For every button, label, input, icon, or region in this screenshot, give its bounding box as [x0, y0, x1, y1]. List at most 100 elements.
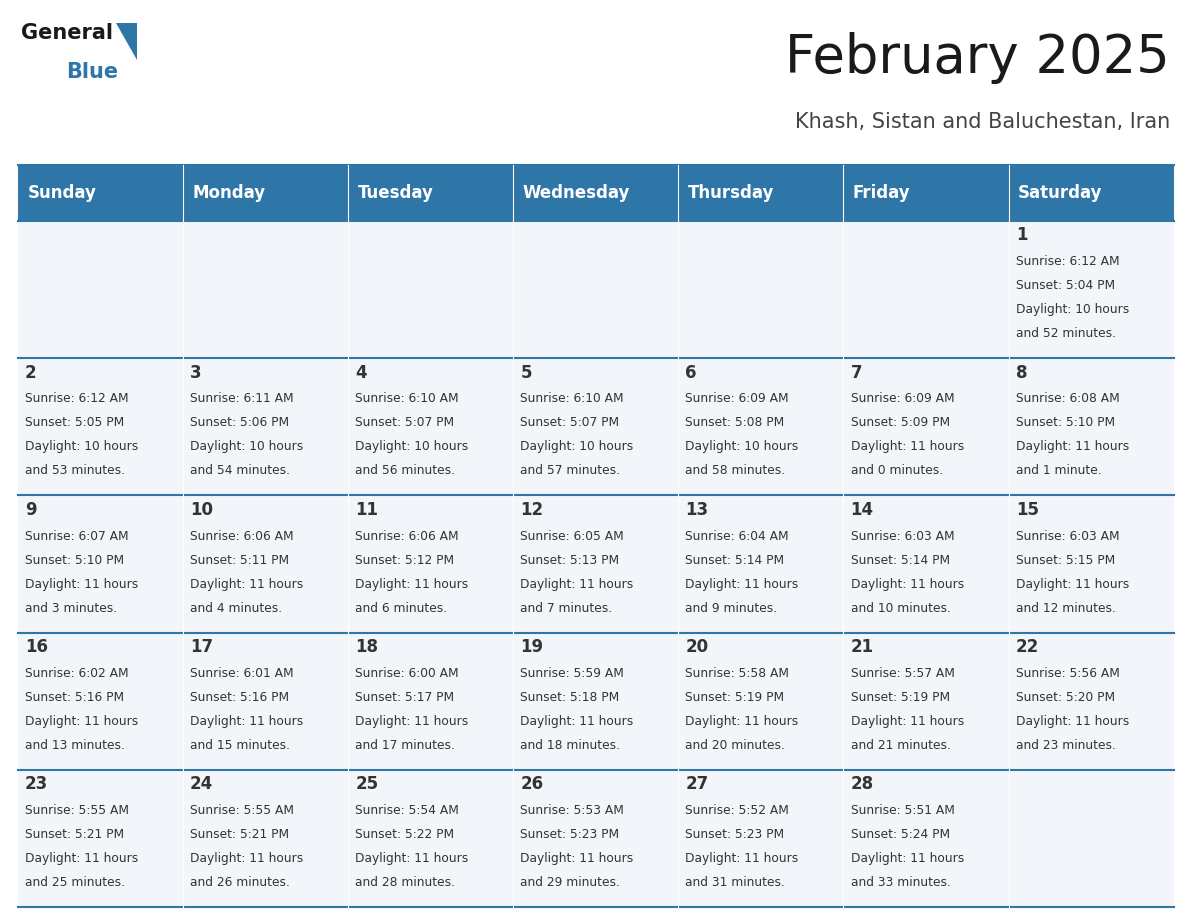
- Text: Daylight: 10 hours: Daylight: 10 hours: [685, 441, 798, 453]
- Text: Sunset: 5:06 PM: Sunset: 5:06 PM: [190, 417, 289, 430]
- Text: Sunset: 5:11 PM: Sunset: 5:11 PM: [190, 554, 289, 566]
- Bar: [513, 165, 678, 221]
- Text: Daylight: 11 hours: Daylight: 11 hours: [685, 852, 798, 865]
- Text: Daylight: 11 hours: Daylight: 11 hours: [25, 577, 138, 590]
- Text: and 28 minutes.: and 28 minutes.: [355, 876, 455, 890]
- Text: Sunrise: 6:00 AM: Sunrise: 6:00 AM: [355, 666, 459, 680]
- Text: Daylight: 11 hours: Daylight: 11 hours: [190, 577, 303, 590]
- Bar: [843, 770, 1009, 907]
- Text: Sunrise: 6:06 AM: Sunrise: 6:06 AM: [190, 530, 293, 543]
- Text: and 15 minutes.: and 15 minutes.: [190, 739, 290, 752]
- Text: Sunrise: 5:51 AM: Sunrise: 5:51 AM: [851, 804, 954, 817]
- Text: 24: 24: [190, 776, 214, 793]
- Text: and 3 minutes.: and 3 minutes.: [25, 601, 118, 615]
- Bar: [513, 358, 678, 496]
- Text: Daylight: 11 hours: Daylight: 11 hours: [190, 715, 303, 728]
- Text: 12: 12: [520, 501, 543, 519]
- Text: 3: 3: [190, 364, 202, 382]
- Text: and 56 minutes.: and 56 minutes.: [355, 465, 455, 477]
- Text: Sunday: Sunday: [27, 184, 96, 202]
- Text: Daylight: 11 hours: Daylight: 11 hours: [520, 852, 633, 865]
- Bar: [843, 633, 1009, 770]
- Bar: [348, 770, 513, 907]
- Text: 18: 18: [355, 638, 378, 656]
- Bar: [678, 221, 843, 358]
- Bar: [1009, 770, 1174, 907]
- Text: and 21 minutes.: and 21 minutes.: [851, 739, 950, 752]
- Bar: [183, 633, 348, 770]
- Text: Sunset: 5:13 PM: Sunset: 5:13 PM: [520, 554, 619, 566]
- Text: 19: 19: [520, 638, 543, 656]
- Text: 23: 23: [25, 776, 49, 793]
- Text: 2: 2: [25, 364, 37, 382]
- Bar: [843, 221, 1009, 358]
- Text: Sunrise: 6:12 AM: Sunrise: 6:12 AM: [25, 392, 128, 406]
- Bar: [18, 358, 183, 496]
- Text: Daylight: 11 hours: Daylight: 11 hours: [851, 715, 963, 728]
- Text: Sunset: 5:12 PM: Sunset: 5:12 PM: [355, 554, 454, 566]
- Text: Sunrise: 6:05 AM: Sunrise: 6:05 AM: [520, 530, 624, 543]
- Text: 22: 22: [1016, 638, 1040, 656]
- Text: and 4 minutes.: and 4 minutes.: [190, 601, 283, 615]
- Text: Sunrise: 6:02 AM: Sunrise: 6:02 AM: [25, 666, 128, 680]
- Text: Daylight: 11 hours: Daylight: 11 hours: [520, 577, 633, 590]
- Text: Sunset: 5:15 PM: Sunset: 5:15 PM: [1016, 554, 1116, 566]
- Text: Daylight: 11 hours: Daylight: 11 hours: [25, 852, 138, 865]
- Text: and 29 minutes.: and 29 minutes.: [520, 876, 620, 890]
- Text: Sunset: 5:05 PM: Sunset: 5:05 PM: [25, 417, 125, 430]
- Bar: [678, 770, 843, 907]
- Text: Sunrise: 5:54 AM: Sunrise: 5:54 AM: [355, 804, 459, 817]
- Bar: [678, 496, 843, 633]
- Bar: [18, 770, 183, 907]
- Text: 13: 13: [685, 501, 708, 519]
- Text: General: General: [21, 23, 113, 43]
- Text: Daylight: 11 hours: Daylight: 11 hours: [355, 852, 468, 865]
- Bar: [18, 221, 183, 358]
- Bar: [18, 165, 183, 221]
- Bar: [18, 496, 183, 633]
- Text: Sunrise: 5:55 AM: Sunrise: 5:55 AM: [25, 804, 129, 817]
- Text: 14: 14: [851, 501, 873, 519]
- Text: and 31 minutes.: and 31 minutes.: [685, 876, 785, 890]
- Text: Sunrise: 5:53 AM: Sunrise: 5:53 AM: [520, 804, 624, 817]
- Text: 11: 11: [355, 501, 378, 519]
- Text: 16: 16: [25, 638, 48, 656]
- Text: Saturday: Saturday: [1018, 184, 1102, 202]
- Text: Sunset: 5:10 PM: Sunset: 5:10 PM: [25, 554, 124, 566]
- Text: Sunrise: 5:56 AM: Sunrise: 5:56 AM: [1016, 666, 1119, 680]
- Text: 25: 25: [355, 776, 378, 793]
- Text: and 7 minutes.: and 7 minutes.: [520, 601, 613, 615]
- Text: Daylight: 10 hours: Daylight: 10 hours: [1016, 303, 1129, 316]
- Text: 7: 7: [851, 364, 862, 382]
- Text: Daylight: 11 hours: Daylight: 11 hours: [355, 715, 468, 728]
- Text: Daylight: 11 hours: Daylight: 11 hours: [1016, 441, 1129, 453]
- Bar: [843, 496, 1009, 633]
- Text: and 53 minutes.: and 53 minutes.: [25, 465, 125, 477]
- Text: Daylight: 11 hours: Daylight: 11 hours: [851, 577, 963, 590]
- Text: Sunrise: 5:58 AM: Sunrise: 5:58 AM: [685, 666, 790, 680]
- Text: Sunset: 5:16 PM: Sunset: 5:16 PM: [190, 691, 289, 704]
- Bar: [678, 633, 843, 770]
- Bar: [513, 770, 678, 907]
- Text: and 20 minutes.: and 20 minutes.: [685, 739, 785, 752]
- Bar: [1009, 165, 1174, 221]
- Text: Sunset: 5:08 PM: Sunset: 5:08 PM: [685, 417, 785, 430]
- Text: and 26 minutes.: and 26 minutes.: [190, 876, 290, 890]
- Text: 27: 27: [685, 776, 709, 793]
- Text: Sunrise: 6:03 AM: Sunrise: 6:03 AM: [851, 530, 954, 543]
- Bar: [1009, 221, 1174, 358]
- Text: Sunrise: 6:08 AM: Sunrise: 6:08 AM: [1016, 392, 1119, 406]
- Text: and 13 minutes.: and 13 minutes.: [25, 739, 125, 752]
- Text: 5: 5: [520, 364, 532, 382]
- Text: Sunset: 5:24 PM: Sunset: 5:24 PM: [851, 828, 949, 841]
- Bar: [348, 496, 513, 633]
- Text: 15: 15: [1016, 501, 1038, 519]
- Text: Tuesday: Tuesday: [358, 184, 434, 202]
- Text: Sunset: 5:09 PM: Sunset: 5:09 PM: [851, 417, 949, 430]
- Text: Blue: Blue: [67, 62, 119, 82]
- Text: Sunset: 5:14 PM: Sunset: 5:14 PM: [685, 554, 784, 566]
- Text: Daylight: 11 hours: Daylight: 11 hours: [851, 852, 963, 865]
- Text: Daylight: 11 hours: Daylight: 11 hours: [1016, 715, 1129, 728]
- Text: Monday: Monday: [192, 184, 266, 202]
- Text: 17: 17: [190, 638, 213, 656]
